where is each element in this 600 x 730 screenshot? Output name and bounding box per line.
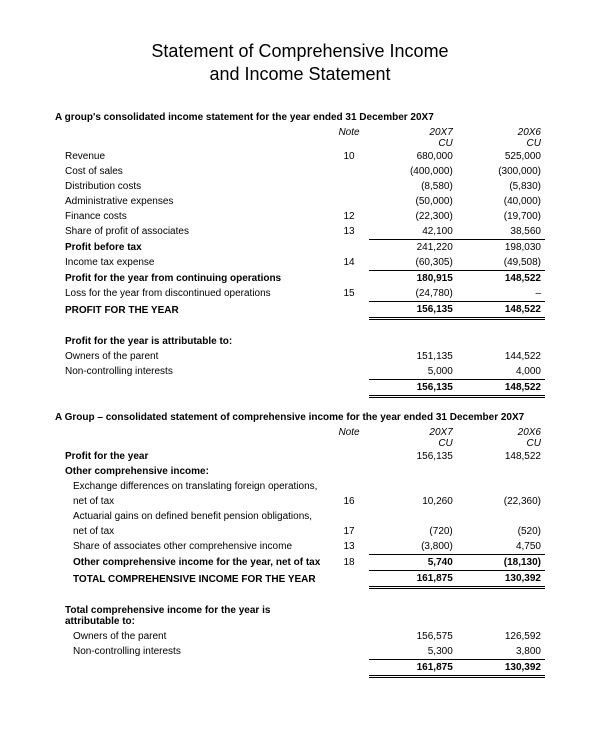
comprehensive-income-table: Note20X720X6CUCUProfit for the year156,1… [55, 427, 545, 678]
table-row: Exchange differences on translating fore… [55, 479, 545, 494]
cu-header-row: CUCU [55, 138, 545, 149]
table-row: Finance costs12(22,300)(19,700) [55, 209, 545, 224]
table-row: Actuarial gains on defined benefit pensi… [55, 509, 545, 524]
table-row: Other comprehensive income for the year,… [55, 554, 545, 570]
oci-heading-row: Other comprehensive income: [55, 464, 545, 479]
table-row: 161,875130,392 [55, 659, 545, 676]
table-row: TOTAL COMPREHENSIVE INCOME FOR THE YEAR1… [55, 570, 545, 587]
table-row: Owners of the parent151,135144,522 [55, 349, 545, 364]
section1-heading: A group's consolidated income statement … [55, 112, 545, 123]
table-row: 156,135148,522 [55, 379, 545, 396]
attribution-heading-row: Total comprehensive income for the year … [55, 603, 545, 629]
table-row: Profit for the year156,135148,522 [55, 449, 545, 464]
table-row: Distribution costs(8,580)(5,830) [55, 179, 545, 194]
table-row: Non-controlling interests5,3003,800 [55, 644, 545, 660]
table-row: Profit for the year from continuing oper… [55, 270, 545, 286]
table-row: net of tax17(720)(520) [55, 524, 545, 539]
title-line-1: Statement of Comprehensive Income [151, 41, 448, 61]
table-row: Administrative expenses(50,000)(40,000) [55, 194, 545, 209]
table-row: Profit before tax241,220198,030 [55, 239, 545, 255]
table-row: Owners of the parent156,575126,592 [55, 629, 545, 644]
table-row: PROFIT FOR THE YEAR156,135148,522 [55, 301, 545, 318]
table-row: Share of associates other comprehensive … [55, 539, 545, 555]
table-row: Cost of sales(400,000)(300,000) [55, 164, 545, 179]
table-row: Loss for the year from discontinued oper… [55, 286, 545, 302]
section2-heading: A Group – consolidated statement of comp… [55, 412, 545, 423]
page-title: Statement of Comprehensive Income and In… [55, 40, 545, 87]
column-header-row: Note20X720X6 [55, 127, 545, 138]
table-row: net of tax1610,260(22,360) [55, 494, 545, 509]
table-row: Share of profit of associates1342,10038,… [55, 224, 545, 240]
table-row: Non-controlling interests5,0004,000 [55, 364, 545, 380]
table-row: Income tax expense14(60,305)(49,508) [55, 255, 545, 271]
table-row: Revenue10680,000525,000 [55, 149, 545, 164]
column-header-row: Note20X720X6 [55, 427, 545, 438]
attribution-heading-row: Profit for the year is attributable to: [55, 334, 545, 349]
income-statement-table: Note20X720X6CUCURevenue10680,000525,000C… [55, 127, 545, 398]
cu-header-row: CUCU [55, 438, 545, 449]
title-line-2: and Income Statement [209, 64, 390, 84]
